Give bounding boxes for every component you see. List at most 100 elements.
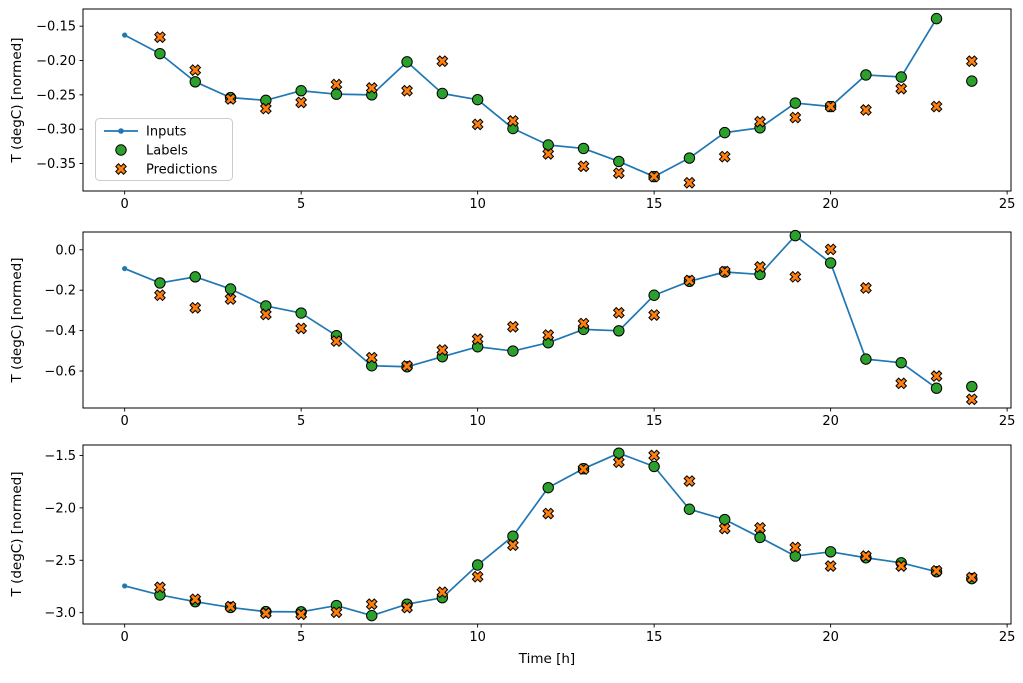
predictions-marker [754,521,766,534]
predictions-marker [224,600,237,613]
predictions-marker [577,463,590,476]
predictions-marker [506,320,519,333]
labels-marker [295,85,307,97]
predictions-marker [365,82,378,94]
labels-marker [683,152,696,164]
predictions-marker [859,282,872,294]
labels-marker [789,97,802,109]
plot-border [82,231,1012,409]
predictions-marker [577,317,590,330]
predictions-marker [295,96,308,109]
labels-marker [613,325,625,337]
predictions-marker [789,270,802,283]
predictions-marker [789,541,802,554]
labels-marker [895,357,907,369]
labels-marker [895,71,907,83]
labels-marker [154,277,166,289]
predictions-marker [859,104,872,116]
y-axis-label-panel-3: T (degC) [normed] [9,472,25,598]
predictions-marker [436,55,449,68]
predictions-marker [718,265,731,278]
predictions-marker [401,601,413,614]
predictions-marker [154,31,166,44]
predictions-marker [612,456,625,469]
inputs-line [124,452,937,617]
labels-marker [683,503,696,515]
predictions-marker [895,377,908,390]
predictions-marker [683,176,696,189]
x-tick-label: 20 [822,197,839,212]
labels-marker [542,139,554,151]
x-tick-label: 10 [469,197,486,212]
predictions-marker [365,598,378,611]
predictions-marker [612,167,625,180]
predictions-marker [330,78,343,91]
predictions-marker [259,607,272,620]
y-tick-label: −0.2 [44,284,76,299]
x-tick-label: 15 [646,630,663,645]
labels-marker [436,87,449,100]
predictions-marker [189,593,202,606]
labels-marker [648,289,660,301]
predictions-marker [189,64,202,77]
predictions-marker [965,571,978,584]
predictions-marker [824,560,837,572]
predictions-marker [295,322,308,335]
labels-marker [966,75,978,87]
predictions-marker [824,100,837,113]
inputs-dot-icon [118,128,124,134]
labels-marker [754,531,766,544]
legend-item-labels: Labels [115,144,188,159]
x-tick-label: 5 [297,630,305,645]
predictions-x-icon [115,163,127,175]
x-tick-label: 25 [999,414,1016,429]
legend-label-inputs: Inputs [146,125,187,140]
predictions-marker [859,550,872,563]
inputs-line [124,234,938,389]
x-tick-label: 15 [646,197,663,212]
labels-marker [507,345,519,357]
predictions-marker [436,586,449,599]
subplot-2: 0 5 10 15 20 25 0.0 −0.2 −0.4 −0.6 [44,229,1016,429]
inputs-marker [122,583,128,589]
x-tick-label: 0 [121,414,129,429]
x-tick-label: 25 [999,197,1016,212]
y-tick-label: −0.25 [36,88,76,103]
x-tick-label: 0 [121,630,129,645]
legend-label-labels: Labels [146,144,188,159]
predictions-marker [577,160,590,173]
predictions-marker [612,306,625,319]
predictions-marker [471,118,484,131]
legend-box [95,118,233,181]
labels-marker [789,550,802,562]
labels-marker [719,126,731,139]
predictions-marker [648,449,661,462]
predictions-marker [506,115,519,127]
y-tick-label: −2.5 [44,554,76,569]
predictions-marker [754,261,766,273]
y-tick-label: −3.0 [44,606,76,621]
labels-marker [824,546,837,558]
plot-border [82,8,1012,192]
predictions-marker [718,150,731,163]
subplot-3: 0 5 10 15 20 25 −1.5 −2.0 −2.5 −3.0 [44,444,1015,645]
y-tick-label: −0.6 [44,365,76,380]
x-tick-label: 5 [297,414,305,429]
predictions-marker [648,309,661,321]
y-axis-label-panel-2: T (degC) [normed] [9,258,25,384]
predictions-marker [648,170,661,183]
subplots-group: 0 5 10 15 20 25−0.15−0.20−0.25−0.30−0.350 5 10 1… [36,8,1016,645]
x-tick-label: 5 [297,197,305,212]
labels-marker [154,47,166,60]
predictions-marker [683,475,696,487]
labels-marker [224,283,237,295]
x-tick-label: 10 [469,630,486,645]
predictions-marker [895,560,908,572]
predictions-marker [542,507,555,520]
y-tick-label: −0.30 [36,123,76,138]
predictions-marker [259,102,272,115]
x-tick-label: 20 [822,630,839,645]
predictions-marker [930,564,943,577]
predictions-marker [224,93,237,105]
legend-item-predictions: Predictions [115,163,218,178]
